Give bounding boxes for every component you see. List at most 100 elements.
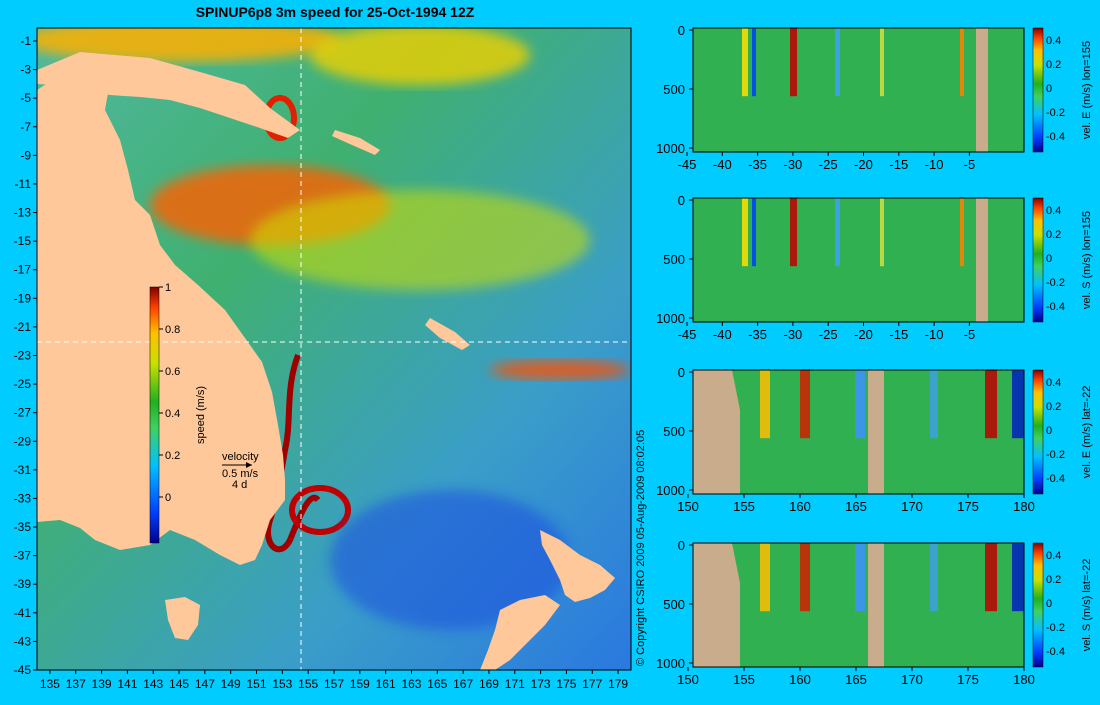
section-colorbar-tick-label: 0 [1046,253,1052,265]
feature-southern-calm [330,490,570,630]
australia-land [37,70,285,565]
section-field [693,28,1024,152]
section-x-tick-label: 160 [789,499,811,514]
section-label: vel. S (m/s) lon=155 [1081,211,1093,309]
section-y-tick-label: 1000 [656,483,685,498]
map-lat-tick-label: -3 [20,63,31,77]
section-streak [752,28,756,97]
map-lat-tick-label: -11 [15,177,32,191]
map-lat-tick-label: -39 [14,577,32,591]
map-lat-tick-label: -45 [14,663,32,677]
speed-colorbar-tick-label: 0 [165,492,171,504]
section-x-tick-label: 170 [901,499,923,514]
velocity-key-speed: 0.5 m/s [222,468,259,480]
section-x-tick-label: 165 [845,672,867,687]
map-title: SPINUP6p8 3m speed for 25-Oct-1994 12Z [196,4,475,20]
solomon-islands-land [332,130,380,155]
section-streak [790,28,797,97]
section-panel-1: 0 500 1000-45 -40 -35 -30 -25 -20 -15 -10 -5 0.4 0.2… [656,23,1093,172]
map-lat-tick-label: -7 [20,120,31,134]
map-lon-tick-label: 145 [169,677,189,691]
section-colorbar [1032,197,1044,323]
map-lon-tick-label: 159 [350,677,370,691]
section-label: vel. S (m/s) lat=-22 [1081,559,1093,652]
section-x-tick-label: -45 [678,157,697,172]
map-lon-tick-label: 149 [221,677,241,691]
section-panel-2: 0 500 1000-45 -40 -35 -30 -25 -20 -15 -10 -5 0.4 0.2… [656,193,1093,342]
section-colorbar-tick-label: -0.4 [1046,646,1065,658]
map-lon-tick-label: 167 [453,677,473,691]
map-lat-tick-label: -43 [14,634,32,648]
tasmania-land [165,597,200,640]
section-colorbar-tick-label: 0.4 [1046,550,1061,562]
section-streak [742,198,748,267]
map-lat-tick-label: -17 [14,263,32,277]
map-lon-tick-label: 169 [479,677,499,691]
section-y-tick-label: 0 [678,365,685,380]
map-lon-tick-label: 161 [376,677,396,691]
section-colorbar-tick-label: -0.2 [1046,277,1065,289]
section-land [693,543,740,667]
section-colorbar [1032,27,1044,153]
speed-colorbar-tick-label: 0.4 [165,408,180,420]
section-x-tick-label: 175 [957,499,979,514]
section-x-tick-label: 160 [789,672,811,687]
section-streak [1012,543,1024,612]
velocity-key-title: velocity [222,451,259,463]
map-lat-tick-label: -41 [14,606,32,620]
section-x-tick-label: 180 [1013,499,1035,514]
section-x-tick-label: 165 [845,499,867,514]
section-x-tick-label: -25 [819,157,838,172]
feature-eddy-field [250,190,590,290]
section-x-tick-label: 170 [901,672,923,687]
section-x-tick-label: -30 [784,157,803,172]
section-streak [800,370,810,439]
section-x-tick-label: -35 [748,327,767,342]
section-colorbar-tick-label: 0.2 [1046,59,1061,71]
section-y-tick-label: 500 [663,424,685,439]
map-lon-tick-label: 153 [272,677,292,691]
speed-colorbar-ticks: 1 0.8 0.6 0.4 0.2 0 [159,282,180,504]
section-y-tick-label: 500 [663,252,685,267]
section-land [976,28,988,152]
section-land [868,370,884,494]
map-lat-tick-label: -13 [14,206,32,220]
map-lat-tick-label: -31 [14,463,32,477]
map-lon-tick-label: 163 [401,677,421,691]
section-x-tick-label: -15 [889,327,908,342]
map-lat-tick-label: -37 [14,549,32,563]
map-lon-tick-label: 147 [195,677,215,691]
section-label: vel. E (m/s) lat=-22 [1081,386,1093,479]
section-streak [760,370,770,439]
section-streak [855,370,865,439]
map-lat-tick-label: -25 [14,377,32,391]
map-lon-tick-label: 135 [40,677,60,691]
section-y-tick-label: 500 [663,597,685,612]
section-x-tick-label: 180 [1013,672,1035,687]
map-lon-tick-label: 141 [117,677,137,691]
section-streak [790,198,797,267]
map-lat-tick-label: -1 [20,34,31,48]
feature-jet-north [310,28,530,85]
section-x-tick-label: -25 [819,327,838,342]
section-colorbar-tick-label: 0.2 [1046,574,1061,586]
section-streak [1012,370,1024,439]
map-lon-tick-label: 173 [531,677,551,691]
feature-warm-north [37,28,340,62]
speed-colorbar-tick-label: 0.8 [165,324,180,336]
section-label: vel. E (m/s) lon=155 [1081,41,1093,139]
map-lon-tick-label: 157 [324,677,344,691]
feature-eac-eddy [289,485,351,535]
map-lon-tick-label: 137 [66,677,86,691]
map-lon-tick-label: 139 [92,677,112,691]
feature-tasman-front [490,360,630,380]
new-zealand-north-land [540,530,615,602]
section-x-tick-label: -20 [854,157,873,172]
section-streak [880,198,884,267]
map-lat-tick-label: -33 [14,491,32,505]
section-frame [692,27,1025,153]
section-colorbar-tick-label: 0.4 [1046,205,1061,217]
speed-map: 135 137 139 141 143 145 147 149 151 153 155 157 159 1… [14,27,632,691]
section-colorbar-tick-label: 0.2 [1046,229,1061,241]
